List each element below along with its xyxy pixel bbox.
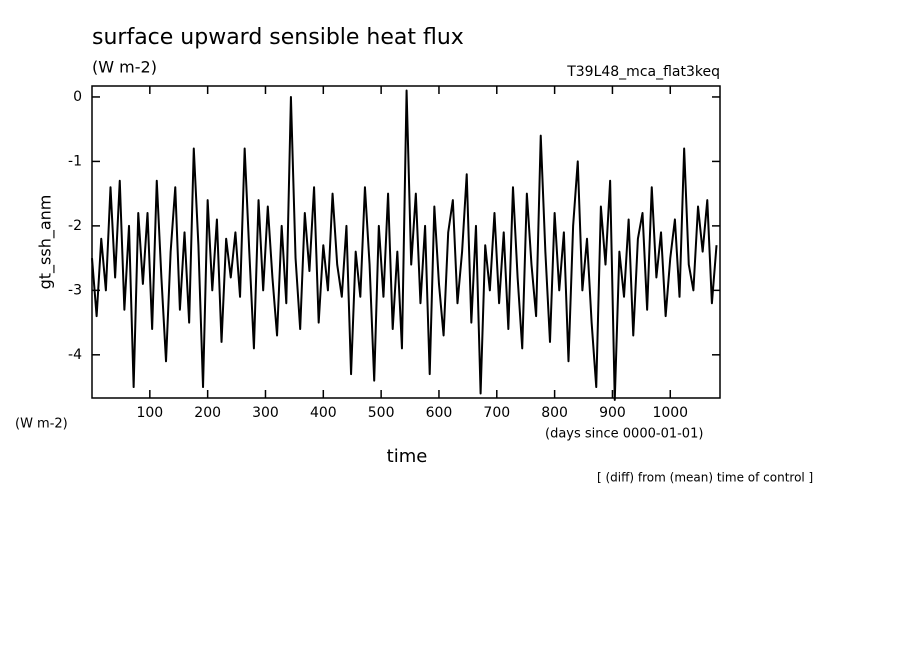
- run-label: T39L48_mca_flat3keq: [566, 64, 720, 80]
- x-tick-label: 500: [368, 405, 395, 421]
- plot-frame: [91, 85, 721, 399]
- y-tick-label: -1: [68, 153, 82, 169]
- y-units: (W m-2): [15, 417, 68, 432]
- chart-title: surface upward sensible heat flux: [92, 25, 464, 50]
- y-tick-label: -2: [68, 218, 82, 234]
- x-tick-label: 700: [483, 405, 510, 421]
- x-tick-label: 300: [252, 405, 279, 421]
- x-units: (days since 0000-01-01): [545, 427, 703, 442]
- data-line: [91, 89, 718, 401]
- x-tick-label: 600: [426, 405, 453, 421]
- subtitle: (W m-2): [92, 58, 157, 77]
- x-tick-label: 800: [541, 405, 568, 421]
- x-tick-label: 1000: [652, 405, 688, 421]
- note: [ (diff) from (mean) time of control ]: [597, 471, 813, 485]
- x-axis-label: time: [387, 446, 428, 467]
- y-tick-label: -4: [68, 347, 82, 363]
- x-tick-label: 900: [599, 405, 626, 421]
- x-tick-label: 200: [194, 405, 221, 421]
- y-tick-label: 0: [73, 89, 82, 105]
- x-tick-label: 400: [310, 405, 337, 421]
- x-tick-label: 100: [136, 405, 163, 421]
- y-tick-label: -3: [68, 282, 82, 298]
- y-axis-label: gt_ssh_anm: [36, 195, 56, 290]
